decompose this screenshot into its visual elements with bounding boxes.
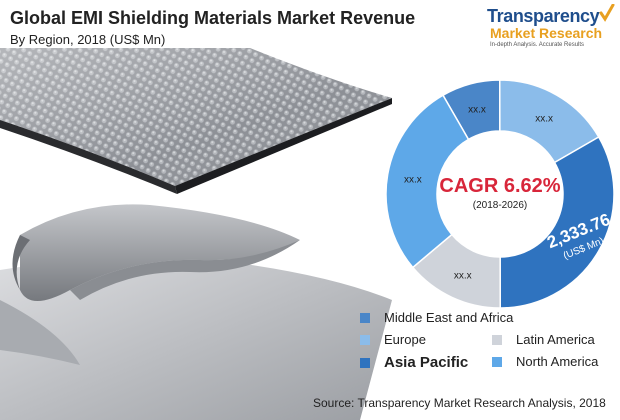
cagr-value: CAGR 6.62% [439,175,560,197]
logo-text-line1: Transparency [487,6,600,26]
slice-value-label: xx.x [454,270,472,281]
company-logo: Transparency Market Research In-depth An… [487,4,615,66]
legend-label: North America [516,354,599,369]
legend-swatch [492,356,502,367]
checkmark-icon [599,4,615,22]
logo-text-line2: Market Research [490,25,603,41]
slice-value-label: xx.x [468,105,486,116]
legend-label: Latin America [516,332,595,347]
legend-swatch [492,334,502,345]
chart-legend: Middle East and Africa Europe Latin Americ… [360,310,620,380]
legend-label: Asia Pacific [384,354,469,371]
cagr-period: (2018-2026) [473,200,527,211]
slice-value-label: xx.x [404,175,422,186]
legend-item-europe: Europe [360,332,426,347]
legend-label: Middle East and Africa [384,310,514,325]
chart-subtitle: By Region, 2018 (US$ Mn) [10,32,166,47]
legend-item-latin-america: Latin America [492,332,595,347]
slice-value-label: xx.x [535,113,553,124]
legend-swatch [360,334,370,345]
chart-title: Global EMI Shielding Materials Market Re… [10,8,416,28]
donut-hole [437,131,563,257]
legend-label: Europe [384,332,426,347]
legend-item-north-america: North America [492,354,598,369]
emi-shielding-material-illustration [0,48,392,420]
source-note: Source: Transparency Market Research Ana… [313,396,606,410]
felt-sheet-shape [0,257,392,420]
legend-swatch [360,357,370,368]
logo-tagline: In-depth Analysis. Accurate Results [490,42,585,48]
legend-item-middle-east-and-africa: Middle East and Africa [360,310,513,325]
regional-revenue-donut-chart: xx.xxx.x2,333.76(US$ Mn)xx.xxx.x CAGR 6.… [385,79,615,309]
legend-item-asia-pacific: Asia Pacific [360,354,468,371]
legend-swatch [360,312,370,323]
